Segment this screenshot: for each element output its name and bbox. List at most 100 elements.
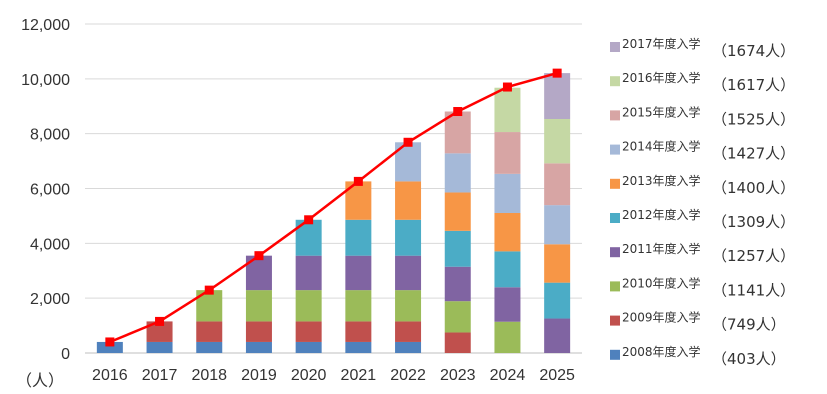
- bar-segment: [146, 321, 173, 342]
- legend-swatch: [610, 110, 620, 121]
- bar-segment: [295, 255, 322, 291]
- x-tick-label: 2016: [92, 367, 128, 384]
- legend-count: （1400人）: [712, 179, 795, 197]
- x-tick-label: 2024: [490, 367, 526, 384]
- legend-swatch: [610, 178, 620, 189]
- bar-segment: [345, 255, 372, 291]
- y-tick-label: 0: [61, 346, 70, 363]
- bar-segment: [245, 341, 272, 353]
- total-point: [353, 176, 363, 186]
- total-point: [304, 215, 314, 225]
- y-axis: 0 2,000 4,000 6,000 8,000 10,000 12,000: [21, 17, 70, 363]
- legend-count: （1674人）: [712, 42, 795, 60]
- y-tick-label: 2,000: [30, 291, 70, 308]
- legend-count: （1525人）: [712, 110, 795, 128]
- bar-segment: [295, 341, 322, 353]
- bar-segment: [395, 255, 422, 291]
- bar-segment: [345, 290, 372, 322]
- bar-segment: [196, 321, 223, 342]
- legend-swatch: [610, 213, 620, 223]
- bar-segment: [544, 163, 571, 206]
- bar-segment: [395, 181, 422, 220]
- bar-segment: [245, 321, 272, 342]
- total-line-path: [109, 71, 558, 344]
- legend-label: 2010年度入学: [622, 275, 701, 290]
- x-tick-label: 2023: [440, 367, 476, 384]
- bar-segment: [544, 282, 571, 319]
- x-tick-label: 2020: [291, 367, 327, 384]
- y-axis-unit-label: （人）: [16, 371, 64, 390]
- bar-segment: [395, 321, 422, 342]
- legend-count: （403人）: [712, 350, 786, 368]
- legend-count: （1427人）: [712, 145, 795, 163]
- total-point: [453, 107, 463, 117]
- stacked-bars: [96, 73, 571, 353]
- legend-count: （1309人）: [712, 213, 795, 231]
- legend-label: 2015年度入学: [622, 104, 701, 119]
- bar-segment: [494, 132, 521, 174]
- gridlines: [85, 23, 582, 354]
- y-tick-label: 8,000: [30, 127, 70, 144]
- bar-segment: [345, 219, 372, 256]
- legend-swatch: [610, 315, 620, 326]
- legend-count: （1257人）: [712, 247, 795, 265]
- legend-swatch: [610, 76, 620, 87]
- x-tick-label: 2017: [142, 367, 178, 384]
- legend-label: 2008年度入学: [622, 344, 701, 359]
- bar-segment: [494, 87, 521, 133]
- legend-label: 2016年度入学: [622, 70, 701, 85]
- bar-segment: [494, 321, 521, 353]
- y-tick-label: 12,000: [21, 17, 70, 34]
- bar-segment: [544, 118, 571, 164]
- legend-label: 2009年度入学: [622, 310, 701, 325]
- bar-segment: [494, 251, 521, 288]
- x-tick-label: 2021: [341, 367, 377, 384]
- legend-label: 2012年度入学: [622, 207, 701, 222]
- y-tick-label: 6,000: [30, 182, 70, 199]
- bar-segment: [295, 321, 322, 342]
- bar-segment: [395, 290, 422, 322]
- legend-label: 2014年度入学: [622, 139, 701, 154]
- bar-segment: [494, 212, 521, 252]
- total-point: [155, 316, 165, 326]
- legend-swatch: [610, 349, 620, 360]
- total-point: [552, 68, 562, 78]
- bar-segment: [444, 230, 471, 267]
- total-point: [204, 285, 214, 295]
- bar-segment: [245, 290, 272, 322]
- bar-segment: [444, 266, 471, 302]
- bar-segment: [444, 153, 471, 193]
- x-axis: 2016 2017 2018 2019 2020 2021 2022 2023 2024 2025: [92, 367, 575, 384]
- bar-segment: [444, 301, 471, 333]
- legend-label: 2013年度入学: [622, 173, 701, 188]
- bar-segment: [196, 341, 223, 353]
- legend-label: 2011年度入学: [622, 241, 701, 256]
- bar-segment: [395, 219, 422, 256]
- legend-count: （749人）: [712, 316, 786, 334]
- bar-segment: [295, 290, 322, 322]
- bar-segment: [96, 341, 123, 353]
- bar-segment: [544, 205, 571, 245]
- bar-segment: [544, 244, 571, 283]
- legend-count: （1617人）: [712, 76, 795, 94]
- total-point: [502, 82, 512, 92]
- y-tick-label: 4,000: [30, 236, 70, 253]
- bar-segment: [494, 287, 521, 322]
- total-line: [105, 68, 562, 347]
- legend-swatch: [610, 144, 620, 155]
- legend-swatch: [610, 42, 620, 52]
- bar-segment: [444, 332, 471, 353]
- x-tick-label: 2022: [390, 367, 426, 384]
- x-tick-label: 2019: [241, 367, 277, 384]
- bar-segment: [146, 341, 173, 353]
- bar-segment: [544, 73, 571, 119]
- y-tick-label: 10,000: [21, 72, 70, 89]
- legend-swatch: [610, 247, 620, 258]
- x-tick-label: 2018: [191, 367, 227, 384]
- x-tick-label: 2025: [539, 367, 575, 384]
- bar-segment: [444, 111, 471, 154]
- bar-segment: [345, 321, 372, 342]
- total-point: [105, 337, 115, 347]
- legend-swatch: [610, 281, 620, 292]
